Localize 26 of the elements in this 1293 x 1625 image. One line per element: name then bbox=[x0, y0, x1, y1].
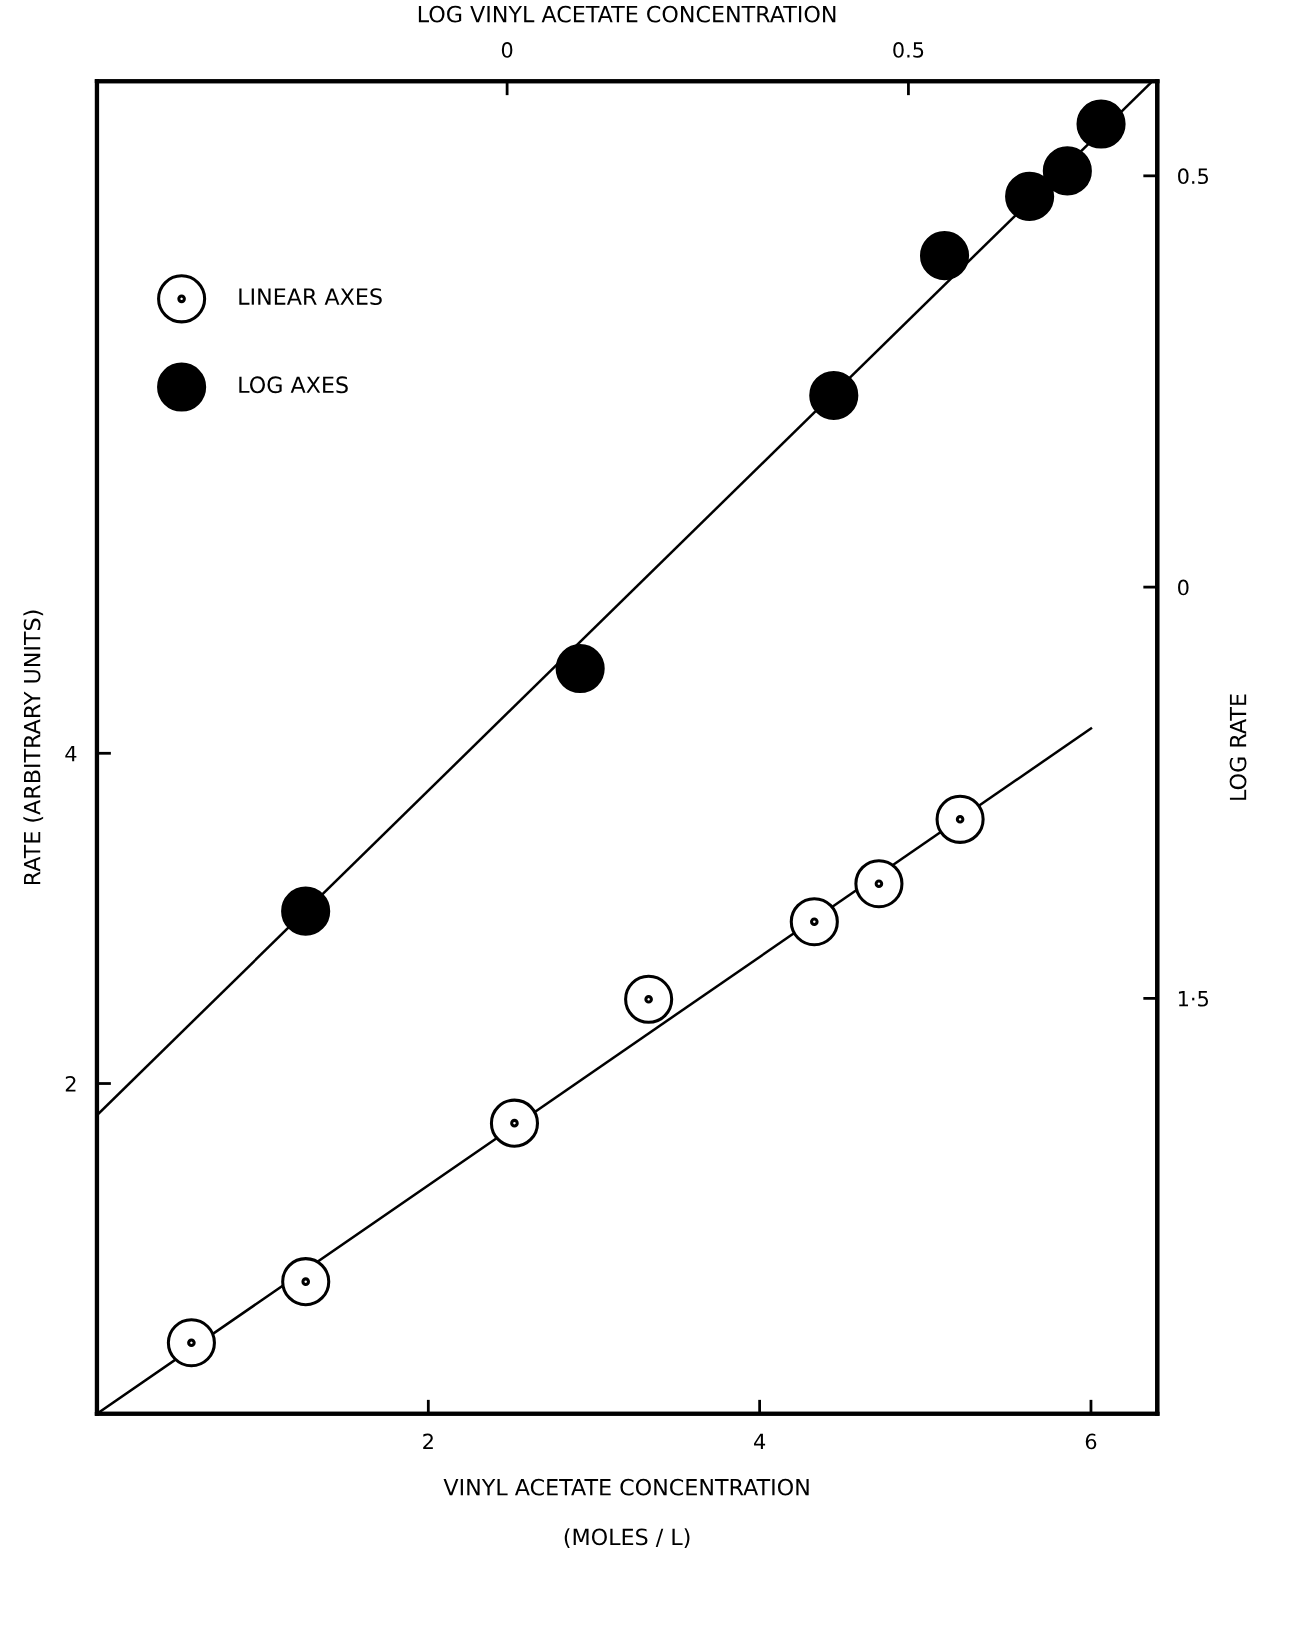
point bbox=[935, 794, 985, 844]
point bbox=[281, 1257, 331, 1307]
point bbox=[1042, 146, 1092, 196]
point bbox=[555, 643, 605, 694]
x-tick-label: 2 bbox=[423, 1433, 433, 1450]
point bbox=[789, 897, 839, 947]
point bbox=[624, 974, 674, 1024]
y-axis-title: RATE (ARBITRARY UNITS) bbox=[23, 610, 44, 885]
point bbox=[809, 370, 859, 421]
point bbox=[1076, 99, 1126, 149]
y-tick-label: 1·5 bbox=[1178, 991, 1208, 1007]
y-tick-label: 0.5 bbox=[1178, 168, 1208, 185]
y-tick-label: 0 bbox=[1178, 579, 1189, 596]
point bbox=[1005, 171, 1055, 221]
point bbox=[166, 1318, 216, 1368]
legend-label: LINEAR AXES bbox=[239, 288, 382, 305]
point bbox=[489, 1098, 540, 1148]
x-tick-label: 4 bbox=[754, 1433, 766, 1450]
text: LOG AXES bbox=[239, 376, 348, 394]
point bbox=[281, 886, 331, 936]
point bbox=[854, 859, 904, 909]
text: VINYL ACETATE CONCENTRATION (MOLES / L) bbox=[443, 1478, 809, 1548]
x-tick-label: 6 bbox=[1085, 1433, 1097, 1450]
y-axis-title: LOG RATE bbox=[1229, 694, 1247, 800]
point bbox=[919, 231, 970, 281]
x-axis-title: LOG VINYL ACETATE CONCENTRATION bbox=[418, 5, 836, 23]
